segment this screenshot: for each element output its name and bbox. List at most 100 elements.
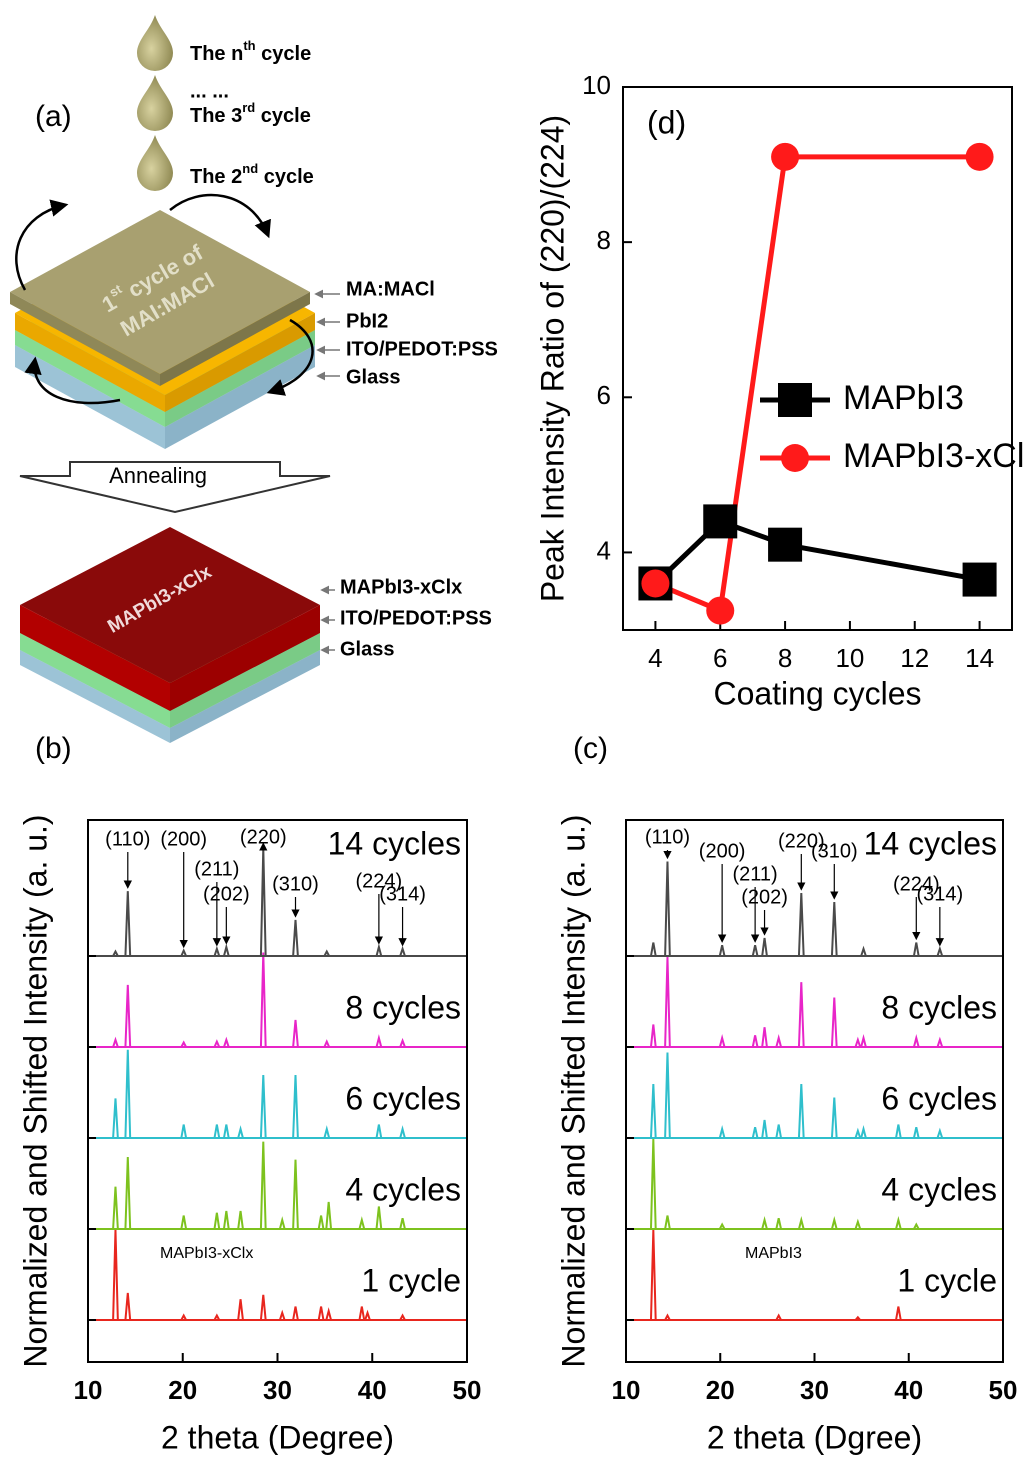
- x-tick-label: 10: [74, 1375, 103, 1405]
- composition-label: MAPbI3-xClx: [160, 1245, 253, 1262]
- peak: [860, 1125, 867, 1139]
- peak: [317, 1306, 325, 1321]
- peak: [323, 1039, 331, 1048]
- layer-label: Glass: [340, 638, 394, 660]
- droplets-part: [137, 75, 173, 131]
- marker: [768, 527, 803, 562]
- peak: [895, 1124, 902, 1139]
- rotation-arrows-part: [15, 199, 69, 291]
- peak: [830, 901, 838, 957]
- droplets-part: [137, 135, 173, 191]
- peak: [860, 945, 867, 957]
- y-tick-label: 10: [582, 70, 611, 100]
- y-tick-label: 8: [597, 225, 611, 255]
- marker: [965, 142, 994, 171]
- legend-marker: [778, 383, 812, 417]
- peak: [213, 1124, 221, 1139]
- x-tick-label: 4: [648, 643, 662, 673]
- peak: [854, 1218, 862, 1230]
- peak: [375, 1124, 383, 1139]
- droplets-part: [137, 15, 173, 71]
- series-label: 6 cycles: [881, 1080, 997, 1116]
- x-tick-label: 14: [965, 643, 994, 673]
- peak: [399, 1217, 406, 1230]
- peak: [399, 1125, 406, 1139]
- peak: [180, 1215, 188, 1230]
- peak: [292, 1306, 299, 1321]
- peak: [664, 1313, 671, 1321]
- x-tick-label: 30: [263, 1375, 292, 1405]
- panel-label: (b): [35, 732, 72, 765]
- peak: [830, 1097, 838, 1139]
- y-axis-label: Normalized and Shifted Intensity (a. u.): [17, 814, 53, 1367]
- peak: [797, 892, 805, 957]
- panel-label: (d): [647, 104, 686, 140]
- peak: [761, 1216, 768, 1230]
- peak: [317, 1215, 325, 1230]
- peak: [830, 1216, 838, 1230]
- panel-label: (a): [35, 100, 72, 133]
- layer-label: PbI2: [346, 310, 388, 332]
- peak: [213, 945, 221, 957]
- peak: [761, 1119, 768, 1139]
- peak-annotation: (224): [356, 870, 403, 892]
- legend-marker: [781, 444, 809, 472]
- peak: [664, 956, 671, 1048]
- peak: [112, 949, 119, 957]
- layer-label: Glass: [346, 366, 400, 388]
- peak: [830, 997, 838, 1048]
- film-stack-part: [170, 633, 320, 728]
- peak: [124, 891, 132, 957]
- peak-annotation: (211): [194, 858, 239, 880]
- peak: [718, 1125, 726, 1139]
- peak: [180, 1124, 188, 1139]
- peak: [237, 1210, 244, 1230]
- series-label: 6 cycles: [345, 1080, 461, 1116]
- peak: [278, 1216, 286, 1230]
- rotation-arrows-part: [24, 356, 121, 405]
- peak: [180, 1040, 187, 1048]
- peak: [775, 1034, 783, 1048]
- annealing-arrow: [19, 461, 331, 514]
- peak: [124, 1156, 132, 1230]
- x-tick-label: 30: [800, 1375, 829, 1405]
- peak: [325, 1201, 333, 1230]
- layer-stack-part: [15, 313, 165, 412]
- peak: [112, 1186, 119, 1230]
- series-label: 14 cycles: [328, 825, 461, 861]
- peak: [323, 1125, 331, 1139]
- peak: [912, 1126, 920, 1139]
- layer-stack-part: [160, 292, 310, 386]
- peak: [664, 1052, 671, 1139]
- pointer-arrows: [314, 289, 340, 655]
- peak: [751, 944, 759, 957]
- peak: [292, 1019, 299, 1048]
- peak: [180, 1313, 187, 1321]
- cycle-label-part: The 2: [190, 166, 242, 188]
- x-tick-label: 40: [894, 1375, 923, 1405]
- layer-label: ITO/PEDOT:PSS: [340, 607, 492, 629]
- peak: [913, 1222, 920, 1230]
- peak: [213, 1039, 221, 1048]
- plot-frame: [622, 86, 1013, 631]
- cycle-label-part: th: [243, 38, 255, 53]
- peak: [936, 1127, 944, 1139]
- marker: [962, 562, 997, 597]
- layer-stack-part: [165, 345, 315, 449]
- layer-stack: [10, 210, 315, 449]
- y-axis-label: Normalized and Shifted Intensity (a. u.): [555, 814, 591, 1367]
- peak: [854, 1315, 861, 1321]
- series-label: 1 cycle: [361, 1262, 461, 1298]
- peak: [358, 1216, 366, 1230]
- rotation-arrows-part: [169, 193, 271, 239]
- peak: [775, 1124, 783, 1139]
- cycle-label-part: The n: [190, 43, 243, 65]
- layer-stack-part: [15, 345, 165, 449]
- peak-annotation: (202): [203, 883, 250, 905]
- composition-label: MAPbI3: [745, 1245, 802, 1262]
- peak: [364, 1309, 371, 1321]
- x-tick-label: 40: [358, 1375, 387, 1405]
- peak: [718, 1222, 726, 1230]
- x-tick-label: 10: [835, 643, 864, 673]
- layer-stack-part: [15, 330, 165, 427]
